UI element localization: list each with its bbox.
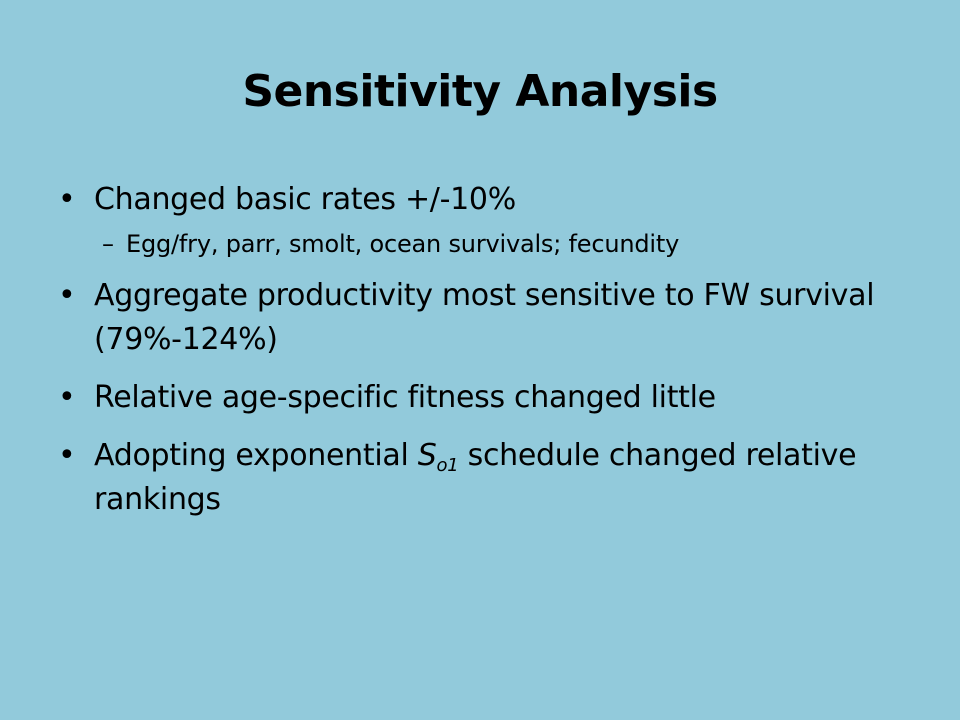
slide-title: Sensitivity Analysis [242, 66, 718, 117]
bullet-item: • Changed basic rates +/-10% [56, 178, 896, 222]
bullet-marker: • [58, 182, 76, 217]
bullet-item: • Aggregate productivity most sensitive … [56, 274, 896, 362]
sub-bullet-marker: – [102, 230, 114, 258]
bullet-marker: • [58, 380, 76, 415]
bullet-text: Changed basic rates +/-10% [94, 182, 516, 217]
sub-bullet-text: Egg/fry, parr, smolt, ocean survivals; f… [126, 230, 680, 258]
bullet-marker: • [58, 278, 76, 313]
bullet-text: Aggregate productivity most sensitive to… [94, 278, 875, 357]
bullet-item: • Relative age-specific fitness changed … [56, 376, 896, 420]
bullet-text-before: Adopting exponential [94, 438, 418, 473]
sub-bullet-item: – Egg/fry, parr, smolt, ocean survivals;… [56, 226, 896, 262]
bullet-list: • Changed basic rates +/-10% – Egg/fry, … [56, 178, 896, 522]
bullet-text-after: schedule changed relative rankings [94, 438, 857, 517]
symbol-subscript: o1 [436, 455, 459, 476]
bullet-item: • Adopting exponential So1 schedule chan… [56, 434, 896, 522]
symbol-s: S [417, 438, 437, 473]
bullet-text: Relative age-specific fitness changed li… [94, 380, 716, 415]
bullet-marker: • [58, 438, 76, 473]
